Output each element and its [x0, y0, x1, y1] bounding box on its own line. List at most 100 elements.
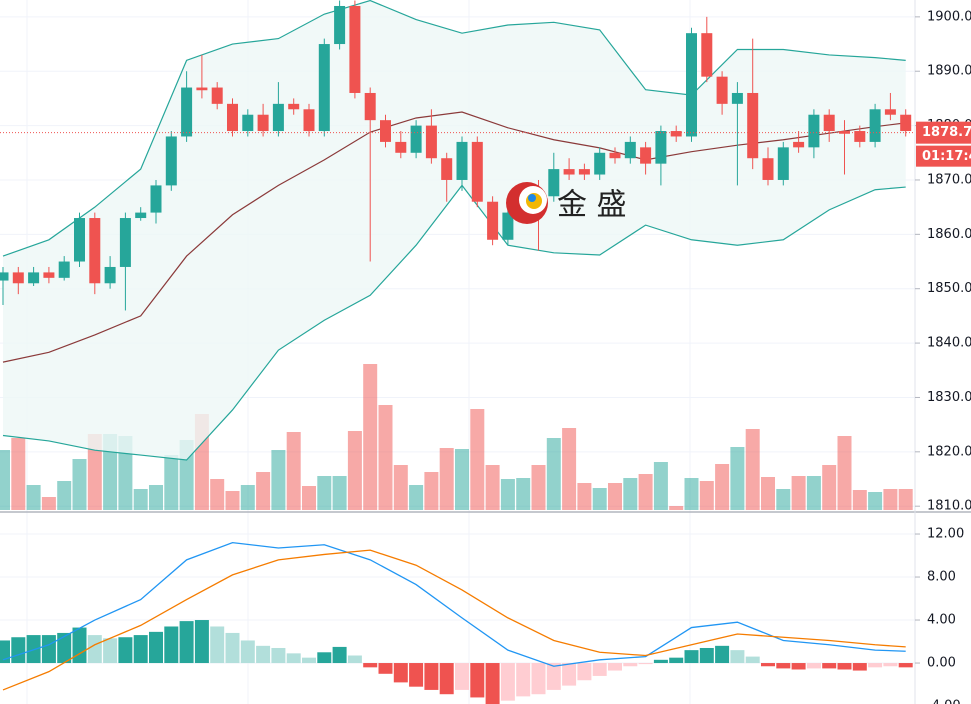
macd-pane [0, 541, 913, 704]
macd-histogram-bar [837, 663, 852, 670]
macd-histogram-bar [883, 663, 898, 667]
macd-histogram-bar [669, 657, 684, 664]
candle-body [884, 109, 896, 115]
candle-body [119, 218, 131, 267]
volume-bar [516, 478, 531, 510]
candle-body [272, 103, 284, 132]
volume-bar [225, 491, 240, 510]
candle-body [854, 131, 866, 142]
macd-histogram-bar [791, 663, 806, 670]
macd-histogram-bar [699, 647, 714, 664]
candle-body [89, 218, 101, 284]
candle-body [165, 136, 177, 186]
volume-bar [806, 476, 821, 510]
volume-bar [715, 464, 730, 510]
candle-body [502, 212, 514, 240]
macd-histogram-bar [653, 659, 668, 664]
volume-bar [455, 449, 469, 510]
candle-body [487, 201, 499, 240]
y-tick-label: 1860.0 [927, 227, 971, 242]
macd-histogram-bar [194, 620, 209, 664]
macd-histogram-bar [72, 627, 87, 664]
y-tick-label: 1850.0 [927, 281, 971, 296]
y-tick-label: 4.00 [927, 613, 956, 628]
macd-histogram-bar [317, 652, 332, 664]
macd-histogram-bar [531, 663, 546, 695]
candle-body [471, 141, 483, 202]
macd-histogram-bar [149, 631, 163, 664]
macd-histogram-bar [577, 663, 592, 681]
candle-body [808, 114, 820, 148]
volume-bar [592, 488, 607, 510]
macd-histogram-bar [210, 626, 225, 664]
macd-histogram-bar [608, 663, 622, 671]
candle-body [58, 261, 70, 278]
volume-bar [623, 478, 638, 510]
macd-histogram-bar [638, 663, 653, 665]
macd-histogram-bar [715, 645, 730, 664]
volume-bar [852, 490, 867, 510]
y-tick-label: 1890.0 [927, 64, 971, 79]
countdown-box [916, 145, 971, 167]
y-tick-label: -4.00 [927, 699, 961, 704]
candle-body [441, 158, 453, 180]
macd-histogram-bar [776, 663, 791, 669]
candle-body [410, 125, 422, 153]
candle-body [762, 158, 774, 180]
volume-bar [332, 476, 347, 510]
volume-bar [730, 447, 745, 510]
candle-body [609, 152, 621, 159]
volume-bar [164, 455, 179, 510]
candle-body [869, 109, 881, 142]
candle-body [227, 103, 238, 132]
candle-body [257, 114, 269, 132]
macd-histogram-bar [822, 663, 837, 669]
y-tick-label: 0.00 [927, 656, 956, 671]
candle-body [288, 103, 300, 110]
volume-bar [26, 485, 41, 510]
macd-histogram-bar [11, 637, 26, 664]
candle-body [900, 114, 912, 132]
volume-bar [409, 485, 424, 510]
y-tick-label: 8.00 [927, 570, 956, 585]
macd-histogram-bar [470, 663, 485, 698]
macd-histogram-bar [868, 663, 883, 668]
volume-bar [424, 472, 439, 510]
macd-histogram-bar [240, 640, 255, 664]
volume-bar [41, 497, 56, 510]
candle-body [640, 147, 652, 164]
price-pane [0, 0, 915, 510]
volume-bar [745, 429, 760, 510]
candle-body [793, 141, 805, 148]
candle-body [150, 185, 162, 213]
macd-histogram-bar [271, 647, 286, 664]
volume-bar [286, 432, 301, 510]
volume-bar [577, 483, 592, 510]
y-tick-label: 1830.0 [927, 390, 971, 405]
volume-bar [256, 472, 271, 510]
volume-bar [822, 465, 837, 510]
candle-body [594, 152, 606, 175]
volume-bar [378, 405, 393, 510]
volume-bar [699, 481, 714, 510]
macd-histogram-bar [730, 650, 745, 664]
macd-histogram-bar [256, 645, 271, 664]
macd-histogram-bar [745, 656, 760, 664]
candle-body [716, 76, 728, 104]
macd-histogram-bar [684, 650, 699, 664]
volume-bar [149, 485, 163, 510]
logo [528, 194, 536, 202]
macd-line [2, 541, 906, 667]
candle-body [318, 44, 330, 132]
band-fill [3, 0, 906, 460]
candle-body [104, 266, 116, 284]
macd-line [2, 549, 906, 691]
macd-histogram-bar [455, 663, 469, 690]
candle-body [731, 92, 743, 104]
macd-histogram-bar [0, 640, 10, 664]
volume-bar [669, 506, 684, 510]
last-price-box [916, 121, 971, 144]
candle-body [777, 147, 789, 180]
